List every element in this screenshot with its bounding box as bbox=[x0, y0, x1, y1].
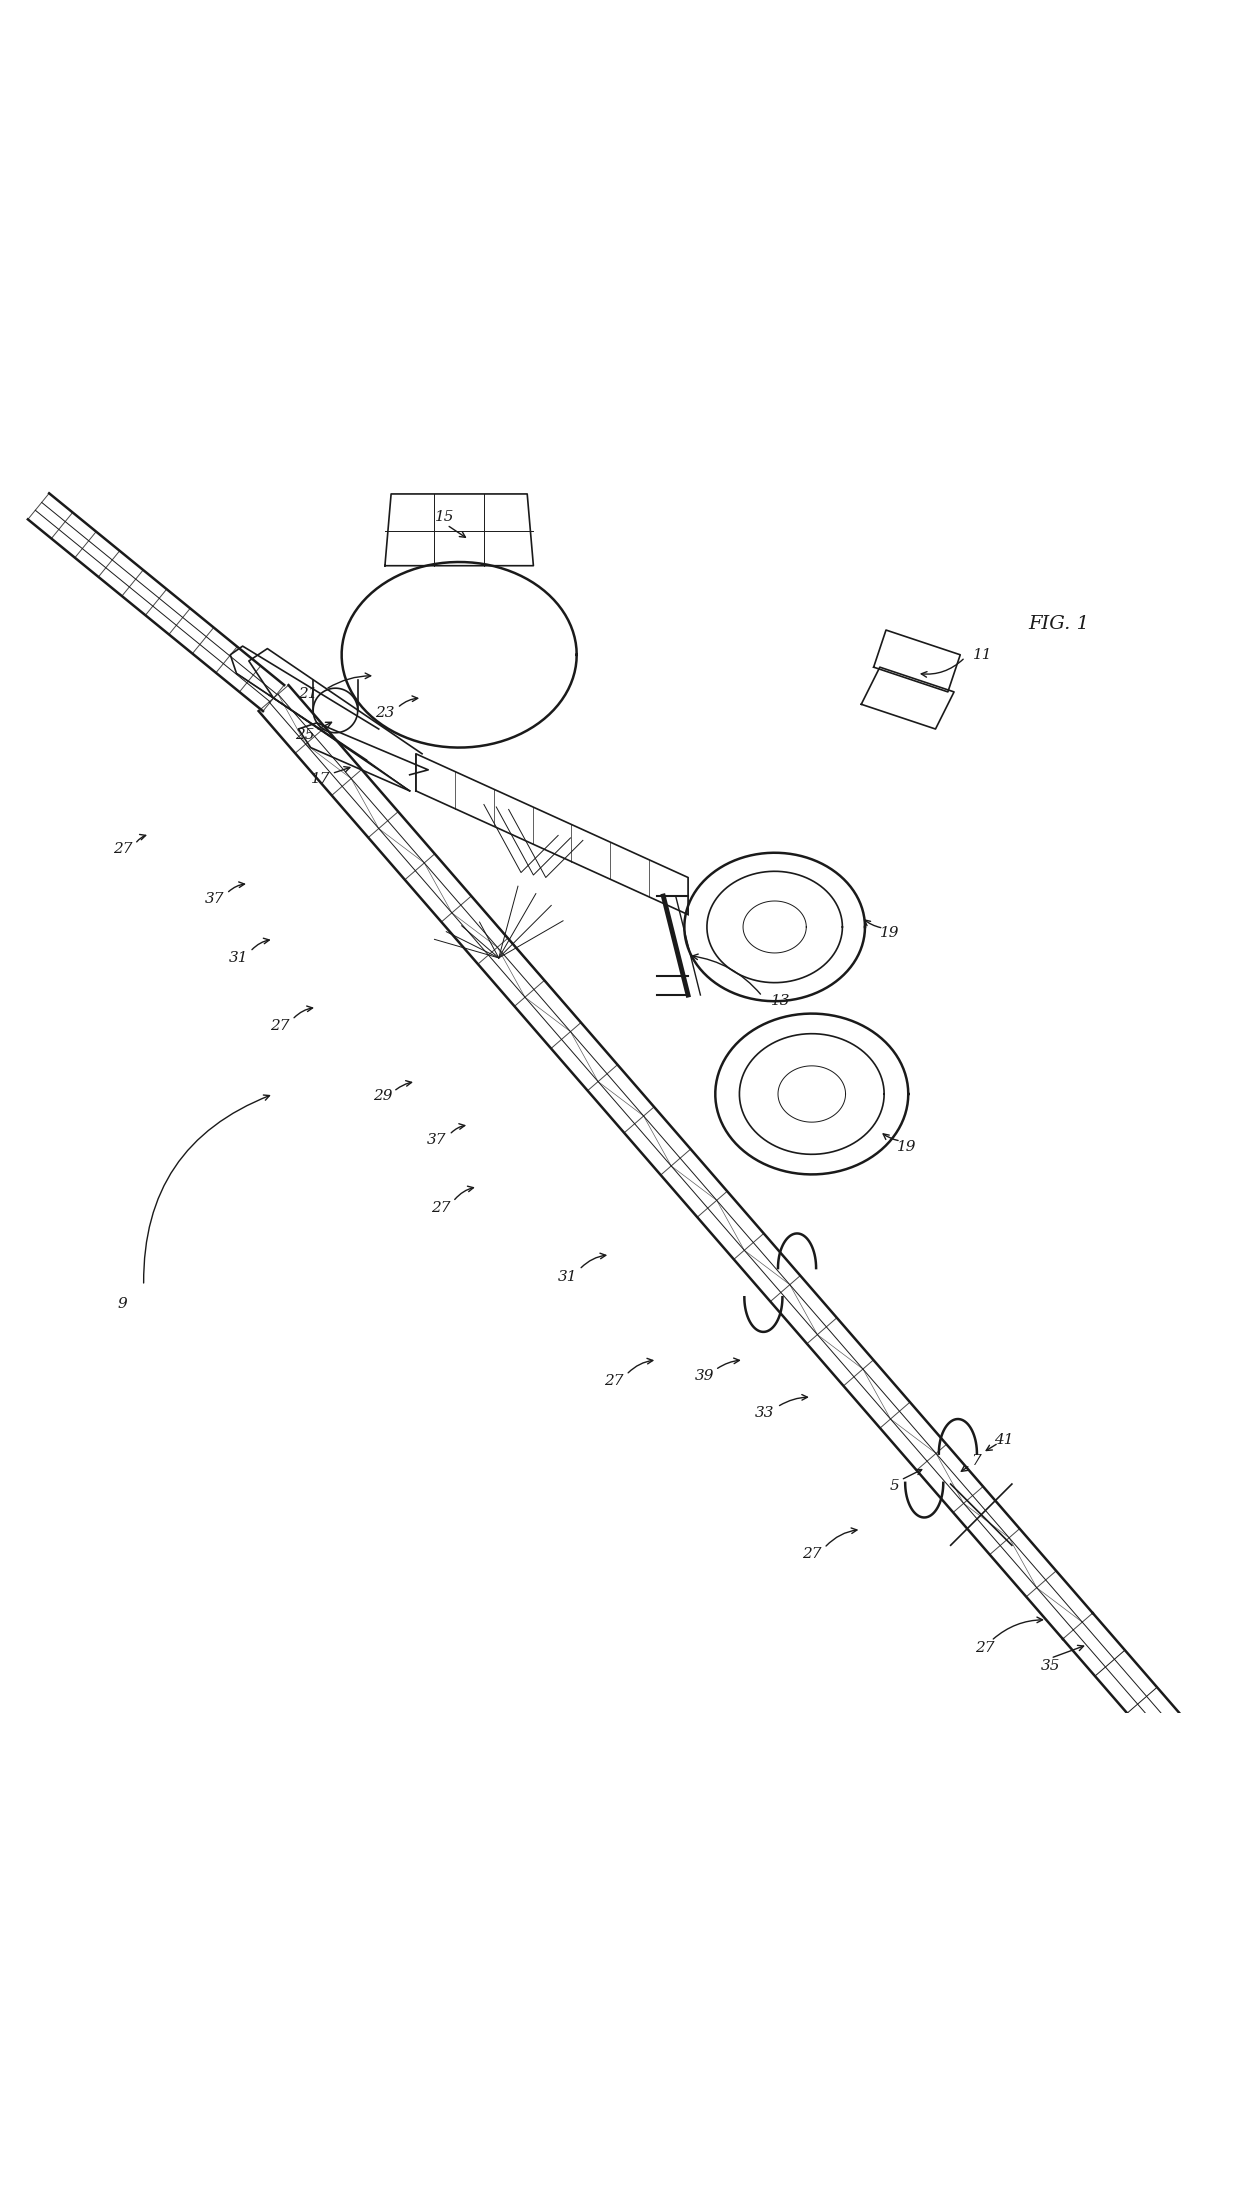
Text: 19: 19 bbox=[880, 926, 899, 941]
Text: 37: 37 bbox=[427, 1133, 446, 1147]
Text: 9: 9 bbox=[118, 1297, 128, 1311]
Text: 41: 41 bbox=[993, 1433, 1013, 1448]
Text: 31: 31 bbox=[229, 952, 249, 965]
Text: 11: 11 bbox=[972, 648, 992, 661]
Text: 27: 27 bbox=[802, 1547, 822, 1562]
Text: 27: 27 bbox=[604, 1374, 624, 1387]
Text: 33: 33 bbox=[755, 1407, 775, 1420]
Text: 19: 19 bbox=[898, 1140, 916, 1155]
Text: 27: 27 bbox=[975, 1641, 994, 1656]
Text: 35: 35 bbox=[1040, 1659, 1060, 1672]
Text: 29: 29 bbox=[373, 1090, 392, 1103]
Text: 21: 21 bbox=[299, 687, 317, 702]
Text: 23: 23 bbox=[376, 707, 394, 720]
Text: 27: 27 bbox=[430, 1201, 450, 1214]
Text: 7: 7 bbox=[971, 1455, 981, 1468]
Text: 13: 13 bbox=[771, 993, 791, 1009]
Text: 5: 5 bbox=[890, 1479, 899, 1492]
Text: 27: 27 bbox=[113, 842, 133, 856]
Text: 17: 17 bbox=[311, 772, 330, 785]
Text: 25: 25 bbox=[295, 729, 314, 742]
Text: 31: 31 bbox=[558, 1269, 578, 1284]
Text: 27: 27 bbox=[270, 1020, 289, 1033]
Text: 15: 15 bbox=[434, 510, 454, 525]
Text: FIG. 1: FIG. 1 bbox=[1029, 615, 1090, 632]
Text: 37: 37 bbox=[205, 891, 224, 906]
Text: 39: 39 bbox=[694, 1370, 714, 1383]
